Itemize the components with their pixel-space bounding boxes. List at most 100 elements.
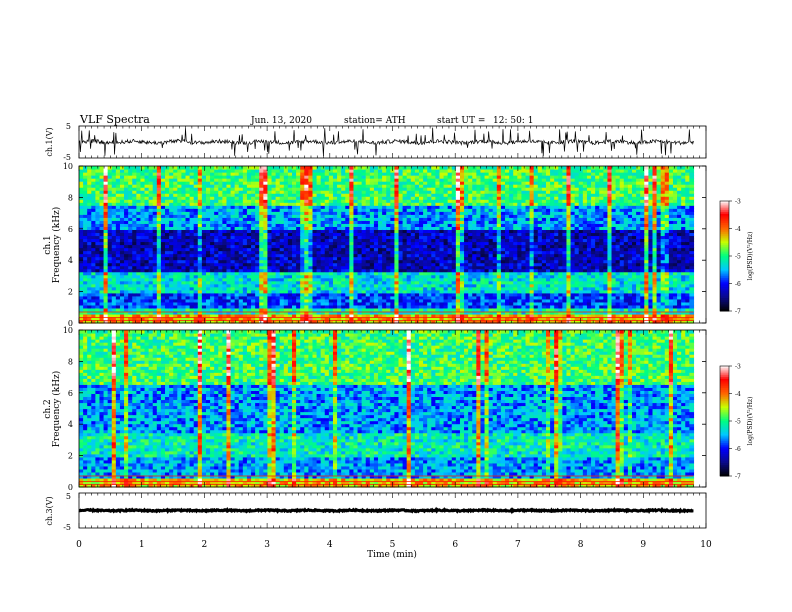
spec1-cell	[259, 181, 264, 185]
spec1-cell	[439, 193, 445, 197]
spec1-cell	[234, 244, 240, 249]
spec1-cell	[218, 223, 223, 227]
spec1-cell	[361, 307, 367, 312]
spec1-cell	[459, 184, 465, 188]
spec1-cell	[275, 217, 281, 221]
spec1-cell	[218, 256, 223, 261]
spec1-cell	[283, 301, 289, 306]
spec1-cell	[427, 280, 432, 285]
spec1-cell	[83, 220, 88, 224]
spec1-cell	[373, 223, 379, 227]
spec1-cell	[378, 247, 383, 252]
spec1-cell	[349, 268, 355, 273]
spec1-cell	[419, 247, 424, 252]
spec1-cell	[300, 220, 305, 224]
spec1-cell	[459, 181, 465, 185]
spec1-cell	[160, 307, 166, 312]
spec1-cell	[283, 313, 289, 318]
spec1-cell	[304, 283, 309, 288]
spec1-cell	[222, 226, 228, 230]
spec1-cell	[152, 184, 158, 188]
spec1-cell	[156, 211, 162, 215]
spec1-cell	[455, 199, 461, 203]
spec1-cell	[296, 286, 301, 291]
spec1-cell	[103, 247, 109, 252]
spec1-cell	[410, 316, 416, 321]
spec1-cell	[451, 259, 457, 264]
spec1-cell	[300, 313, 305, 318]
spec1-cell	[119, 262, 125, 267]
spec1-cell	[103, 238, 109, 243]
spec1-cell	[398, 223, 404, 227]
spec1-cell	[95, 298, 101, 303]
spec1-cell	[201, 199, 207, 203]
spec1-cell	[390, 187, 396, 191]
spec1-cell	[246, 184, 252, 188]
spec1-cell	[361, 247, 367, 252]
spec1-cell	[222, 190, 228, 194]
spec1-cell	[414, 286, 420, 291]
spec1-cell	[189, 178, 195, 182]
spec1-cell	[169, 250, 174, 255]
spec1-cell	[349, 250, 355, 255]
spec1-cell	[91, 178, 96, 182]
spec1-cell	[345, 172, 350, 176]
spec1-cell	[410, 214, 416, 218]
spec1-cell	[95, 265, 101, 270]
spec1-cell	[353, 238, 359, 243]
spec1-cell	[91, 205, 96, 209]
spec1-cell	[103, 256, 109, 261]
spec1-cell	[152, 232, 158, 237]
spec1-cell	[79, 208, 84, 212]
spec1-cell	[271, 184, 277, 188]
spec1-cell	[341, 301, 346, 306]
spec1-cell	[185, 214, 191, 218]
spec1-cell	[222, 244, 228, 249]
spec1-cell	[369, 226, 375, 230]
spec1-cell	[414, 184, 420, 188]
spec1-cell	[423, 280, 428, 285]
spec1-cell	[259, 298, 264, 303]
spec1-cell	[419, 220, 424, 224]
spec1-cell	[267, 268, 273, 273]
spec1-cell	[99, 292, 105, 297]
spec1-cell	[230, 250, 236, 255]
spec1-cell	[136, 250, 142, 255]
spec1-cell	[181, 211, 187, 215]
spec1-cell	[292, 265, 297, 270]
spec1-cell	[144, 265, 150, 270]
spec1-cell	[451, 280, 457, 285]
spec1-cell	[271, 313, 277, 318]
spec1-cell	[79, 193, 84, 197]
spec1-cell	[328, 283, 334, 288]
spec1-cell	[431, 205, 436, 209]
spec1-cell	[439, 196, 445, 200]
spec1-cell	[275, 205, 281, 209]
spec1-cell	[107, 277, 113, 282]
spec1-cell	[156, 217, 162, 221]
spec1-cell	[234, 226, 240, 230]
spec1-cell	[148, 271, 154, 276]
spec1-cell	[406, 277, 412, 282]
spec1-cell	[87, 232, 92, 237]
spec1-cell	[386, 178, 391, 182]
spec1-cell	[222, 247, 228, 252]
spec1-cell	[230, 178, 236, 182]
spec1-cell	[242, 205, 248, 209]
spec1-cell	[124, 262, 129, 267]
spec1-cell	[312, 223, 318, 227]
spec1-cell	[267, 301, 273, 306]
spec1-cell	[160, 298, 166, 303]
spec1-cell	[312, 166, 318, 170]
spec1-cell	[406, 274, 412, 279]
spec1-cell	[378, 166, 383, 170]
spec1-cell	[300, 208, 305, 212]
spec1-cell	[230, 172, 236, 176]
spec1-cell	[111, 169, 117, 173]
spec1-cell	[99, 208, 105, 212]
spec1-cell	[238, 313, 244, 318]
spec1-cell	[156, 190, 162, 194]
spec1-cell	[398, 178, 404, 182]
spec1-cell	[312, 202, 318, 206]
spec1-cell	[255, 208, 260, 212]
